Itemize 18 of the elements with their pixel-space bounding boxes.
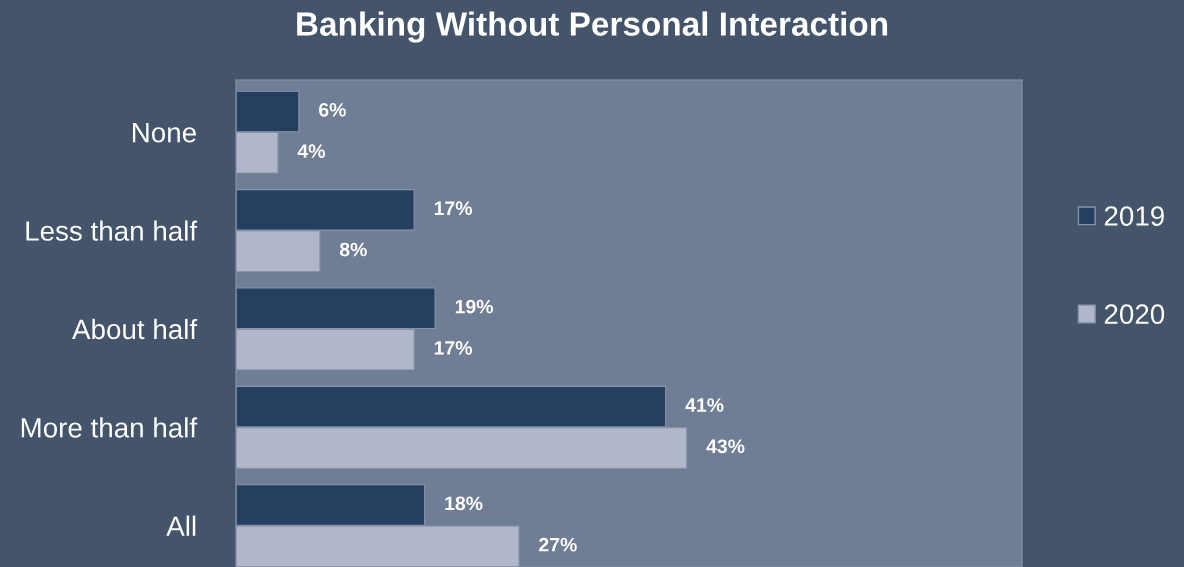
y-tick-label: Less than half — [26, 220, 198, 241]
data-label: 6% — [319, 102, 346, 117]
data-label: 18% — [445, 496, 483, 511]
y-tick-label: About half — [72, 318, 198, 340]
data-label: 17% — [434, 341, 473, 355]
y-tick-label: None — [132, 123, 196, 143]
y-tick-label: All — [166, 515, 196, 536]
data-label: 19% — [455, 299, 493, 314]
y-tick-label: More than half — [21, 417, 198, 438]
data-label: 27% — [539, 537, 577, 552]
data-label: 41% — [685, 398, 724, 412]
legend-label: 2020 — [1104, 304, 1165, 325]
data-label: 17% — [434, 201, 473, 216]
legend-label: 2019 — [1104, 206, 1164, 226]
data-label: 4% — [297, 144, 325, 158]
chart-title: Banking Without Personal Interaction — [297, 11, 888, 43]
data-label: 8% — [339, 242, 367, 257]
data-label: 43% — [706, 439, 745, 454]
